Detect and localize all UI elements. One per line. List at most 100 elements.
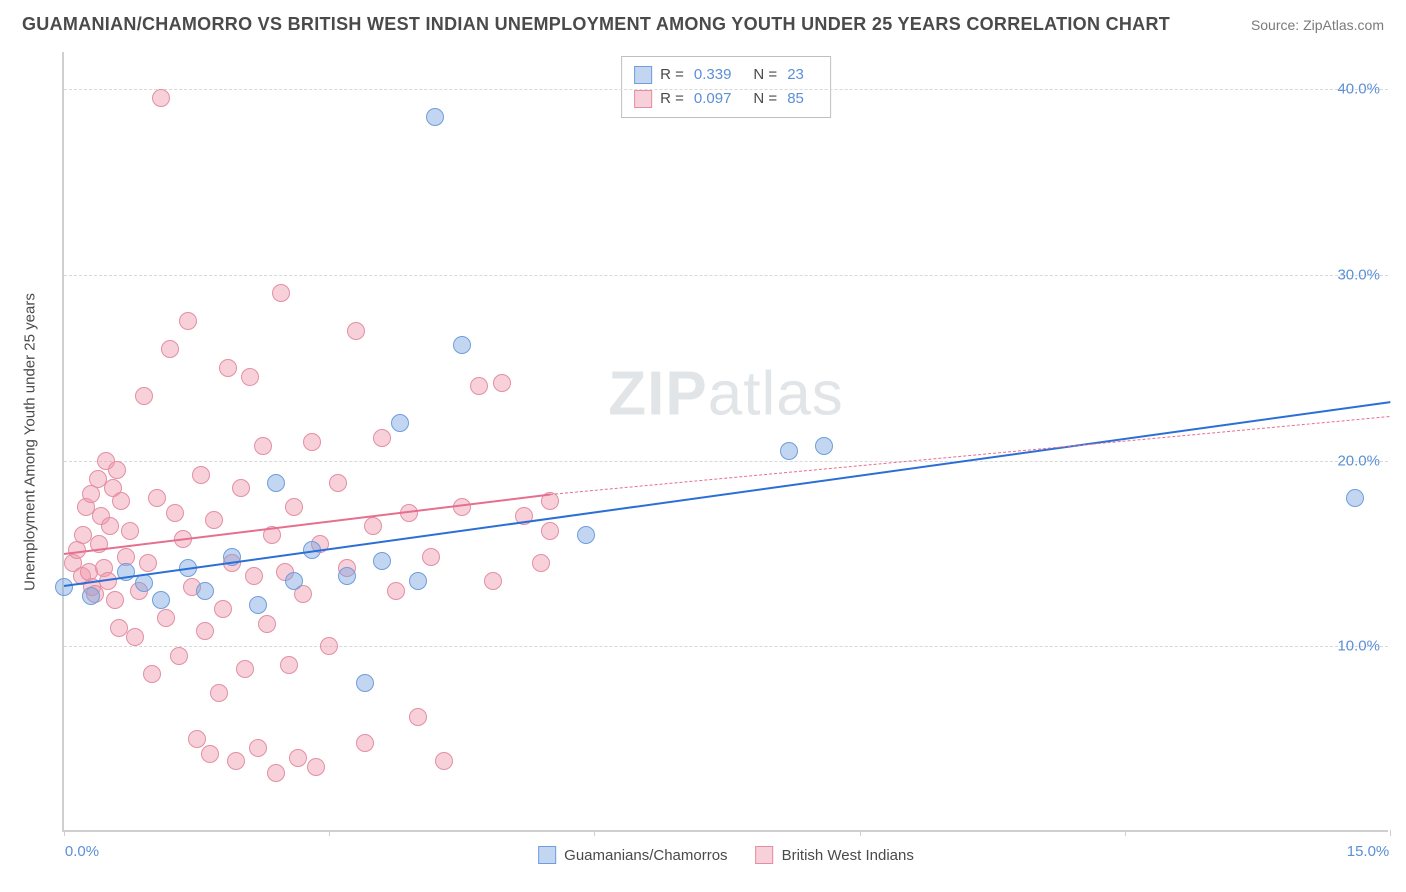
series-b-point bbox=[254, 437, 272, 455]
series-b-name: British West Indians bbox=[782, 847, 914, 864]
watermark: ZIPatlas bbox=[608, 359, 843, 430]
series-a-point bbox=[152, 591, 170, 609]
series-b-point bbox=[201, 745, 219, 763]
x-tick-mark bbox=[1125, 830, 1126, 836]
correlation-row-b: R = 0.097 N = 85 bbox=[634, 87, 818, 111]
watermark-light: atlas bbox=[708, 360, 844, 429]
series-a-point bbox=[82, 587, 100, 605]
series-legend: Guamanians/Chamorros British West Indian… bbox=[538, 846, 914, 864]
series-a-point bbox=[815, 437, 833, 455]
series-b-point bbox=[232, 479, 250, 497]
series-b-point bbox=[267, 764, 285, 782]
gridline bbox=[64, 275, 1388, 276]
series-b-point bbox=[166, 504, 184, 522]
series-b-point bbox=[106, 591, 124, 609]
x-tick-mark bbox=[64, 830, 65, 836]
series-b-point bbox=[422, 548, 440, 566]
series-a-point bbox=[409, 572, 427, 590]
n-label: N = bbox=[753, 87, 777, 111]
chart-container: Unemployment Among Youth under 25 years … bbox=[48, 52, 1388, 832]
series-b-point bbox=[139, 554, 157, 572]
y-tick-label: 20.0% bbox=[1337, 452, 1380, 469]
plot-area: ZIPatlas R = 0.339 N = 23 R = 0.097 N = … bbox=[62, 52, 1388, 832]
series-b-point bbox=[249, 739, 267, 757]
series-b-point bbox=[493, 374, 511, 392]
gridline bbox=[64, 461, 1388, 462]
r-value-b: 0.097 bbox=[694, 87, 732, 111]
series-b-point bbox=[157, 609, 175, 627]
series-b-point bbox=[245, 567, 263, 585]
x-tick-label: 0.0% bbox=[65, 843, 99, 860]
trendline-a bbox=[64, 401, 1390, 587]
series-b-point bbox=[188, 730, 206, 748]
series-b-point bbox=[320, 637, 338, 655]
series-b-point bbox=[280, 656, 298, 674]
n-value-b: 85 bbox=[787, 87, 804, 111]
series-b-point bbox=[135, 387, 153, 405]
series-a-name: Guamanians/Chamorros bbox=[564, 847, 727, 864]
series-b-point bbox=[101, 517, 119, 535]
series-b-point bbox=[170, 647, 188, 665]
y-axis-label: Unemployment Among Youth under 25 years bbox=[22, 293, 39, 591]
series-b-point bbox=[272, 284, 290, 302]
series-a-point bbox=[356, 674, 374, 692]
y-tick-label: 40.0% bbox=[1337, 81, 1380, 98]
series-b-point bbox=[161, 340, 179, 358]
series-a-point bbox=[1346, 489, 1364, 507]
watermark-bold: ZIP bbox=[608, 360, 707, 429]
correlation-row-a: R = 0.339 N = 23 bbox=[634, 63, 818, 87]
series-a-point bbox=[391, 414, 409, 432]
series-b-point bbox=[210, 684, 228, 702]
swatch-series-a bbox=[634, 66, 652, 84]
x-tick-mark bbox=[329, 830, 330, 836]
n-value-a: 23 bbox=[787, 63, 804, 87]
r-label: R = bbox=[660, 63, 684, 87]
series-b-point bbox=[121, 522, 139, 540]
legend-item-a: Guamanians/Chamorros bbox=[538, 846, 727, 864]
swatch-series-b bbox=[756, 846, 774, 864]
series-b-point bbox=[470, 377, 488, 395]
series-b-point bbox=[112, 492, 130, 510]
r-value-a: 0.339 bbox=[694, 63, 732, 87]
series-b-point bbox=[179, 312, 197, 330]
series-b-point bbox=[285, 498, 303, 516]
source-label: Source: ZipAtlas.com bbox=[1251, 17, 1384, 33]
legend-item-b: British West Indians bbox=[756, 846, 914, 864]
series-b-point bbox=[289, 749, 307, 767]
series-b-point bbox=[143, 665, 161, 683]
series-b-point bbox=[409, 708, 427, 726]
series-a-point bbox=[426, 108, 444, 126]
trendline-b-extrapolated bbox=[550, 416, 1390, 495]
series-b-point bbox=[303, 433, 321, 451]
chart-title: GUAMANIAN/CHAMORRO VS BRITISH WEST INDIA… bbox=[22, 14, 1170, 35]
series-a-point bbox=[196, 582, 214, 600]
series-b-point bbox=[152, 89, 170, 107]
y-tick-label: 30.0% bbox=[1337, 266, 1380, 283]
series-b-point bbox=[356, 734, 374, 752]
series-b-point bbox=[236, 660, 254, 678]
series-a-point bbox=[577, 526, 595, 544]
x-tick-mark bbox=[594, 830, 595, 836]
series-a-point bbox=[267, 474, 285, 492]
series-b-point bbox=[148, 489, 166, 507]
series-a-point bbox=[285, 572, 303, 590]
series-b-point bbox=[307, 758, 325, 776]
series-b-point bbox=[541, 522, 559, 540]
series-b-point bbox=[205, 511, 223, 529]
series-b-point bbox=[532, 554, 550, 572]
series-a-point bbox=[780, 442, 798, 460]
gridline bbox=[64, 646, 1388, 647]
series-b-point bbox=[347, 322, 365, 340]
title-bar: GUAMANIAN/CHAMORRO VS BRITISH WEST INDIA… bbox=[0, 0, 1406, 43]
series-b-point bbox=[258, 615, 276, 633]
swatch-series-a bbox=[538, 846, 556, 864]
r-label: R = bbox=[660, 87, 684, 111]
series-a-point bbox=[338, 567, 356, 585]
series-a-point bbox=[453, 336, 471, 354]
x-tick-label: 15.0% bbox=[1347, 843, 1390, 860]
series-b-point bbox=[108, 461, 126, 479]
series-b-point bbox=[387, 582, 405, 600]
series-a-point bbox=[373, 552, 391, 570]
x-tick-mark bbox=[860, 830, 861, 836]
swatch-series-b bbox=[634, 90, 652, 108]
